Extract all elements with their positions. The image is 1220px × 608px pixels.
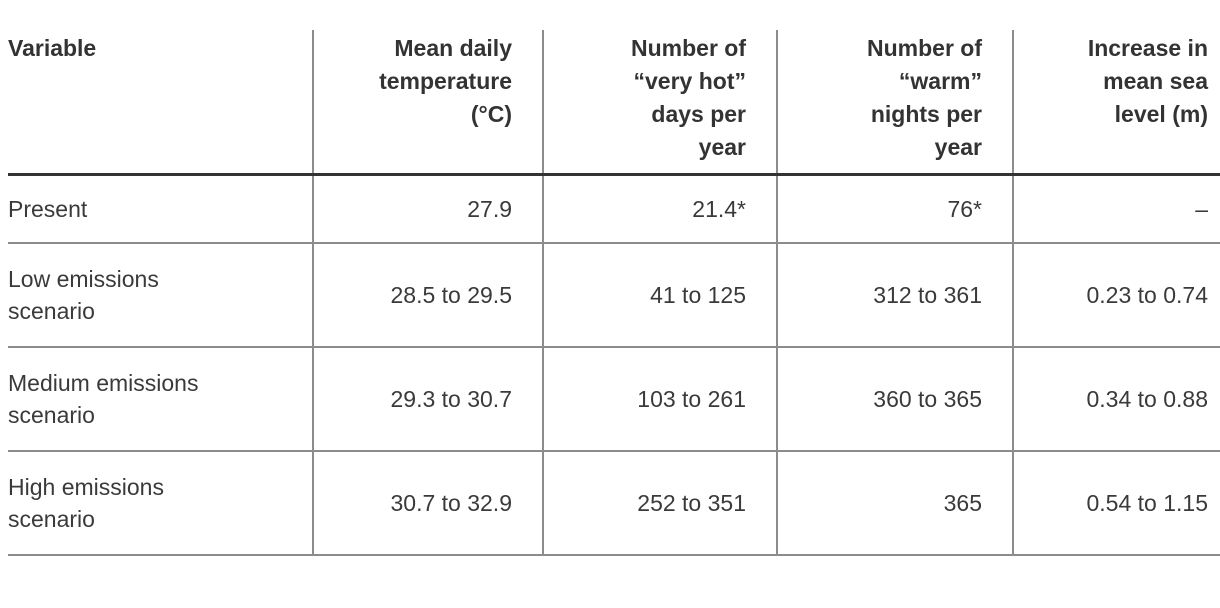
table-row-low-emissions: Low emissions scenario 28.5 to 29.5 41 t… (8, 243, 1220, 347)
column-header-sea-level: Increase in mean sea level (m) (1012, 30, 1220, 176)
cell-mean-temp: 30.7 to 32.9 (312, 451, 543, 555)
table-row-medium-emissions: Medium emissions scenario 29.3 to 30.7 1… (8, 347, 1220, 451)
table-header: Variable Mean daily temperature (°C) Num… (8, 30, 1220, 176)
row-label: Present (8, 195, 88, 222)
cell-warm-nights: 76* (776, 174, 1013, 243)
cell-mean-temp: 28.5 to 29.5 (312, 243, 543, 347)
cell-warm-nights: 312 to 361 (776, 243, 1013, 347)
cell-sea-level: 0.23 to 0.74 (1012, 243, 1220, 347)
header-row: Variable Mean daily temperature (°C) Num… (8, 30, 1220, 176)
column-header-hot-days: Number of “very hot” days per year (542, 30, 777, 176)
cell-sea-level: 0.34 to 0.88 (1012, 347, 1220, 451)
climate-projections-table: Variable Mean daily temperature (°C) Num… (8, 30, 1220, 556)
cell-hot-days: 41 to 125 (542, 243, 777, 347)
cell-warm-nights: 360 to 365 (776, 347, 1013, 451)
cell-sea-level: – (1012, 174, 1220, 243)
cell-sea-level: 0.54 to 1.15 (1012, 451, 1220, 555)
cell-hot-days: 21.4* (542, 174, 777, 243)
cell-warm-nights: 365 (776, 451, 1013, 555)
row-label: High emissions scenario (8, 474, 164, 532)
column-header-variable: Variable (8, 30, 313, 176)
column-header-mean-temp: Mean daily temperature (°C) (312, 30, 543, 176)
row-label: Low emissions scenario (8, 266, 159, 324)
table-body: Present 27.9 21.4* 76* – Low emissions s… (8, 174, 1220, 555)
cell-mean-temp: 29.3 to 30.7 (312, 347, 543, 451)
table-row-high-emissions: High emissions scenario 30.7 to 32.9 252… (8, 451, 1220, 555)
cell-hot-days: 103 to 261 (542, 347, 777, 451)
column-header-warm-nights: Number of “warm” nights per year (776, 30, 1013, 176)
cell-hot-days: 252 to 351 (542, 451, 777, 555)
row-label: Medium emissions scenario (8, 370, 199, 428)
table-row-present: Present 27.9 21.4* 76* – (8, 174, 1220, 243)
cell-mean-temp: 27.9 (312, 174, 543, 243)
